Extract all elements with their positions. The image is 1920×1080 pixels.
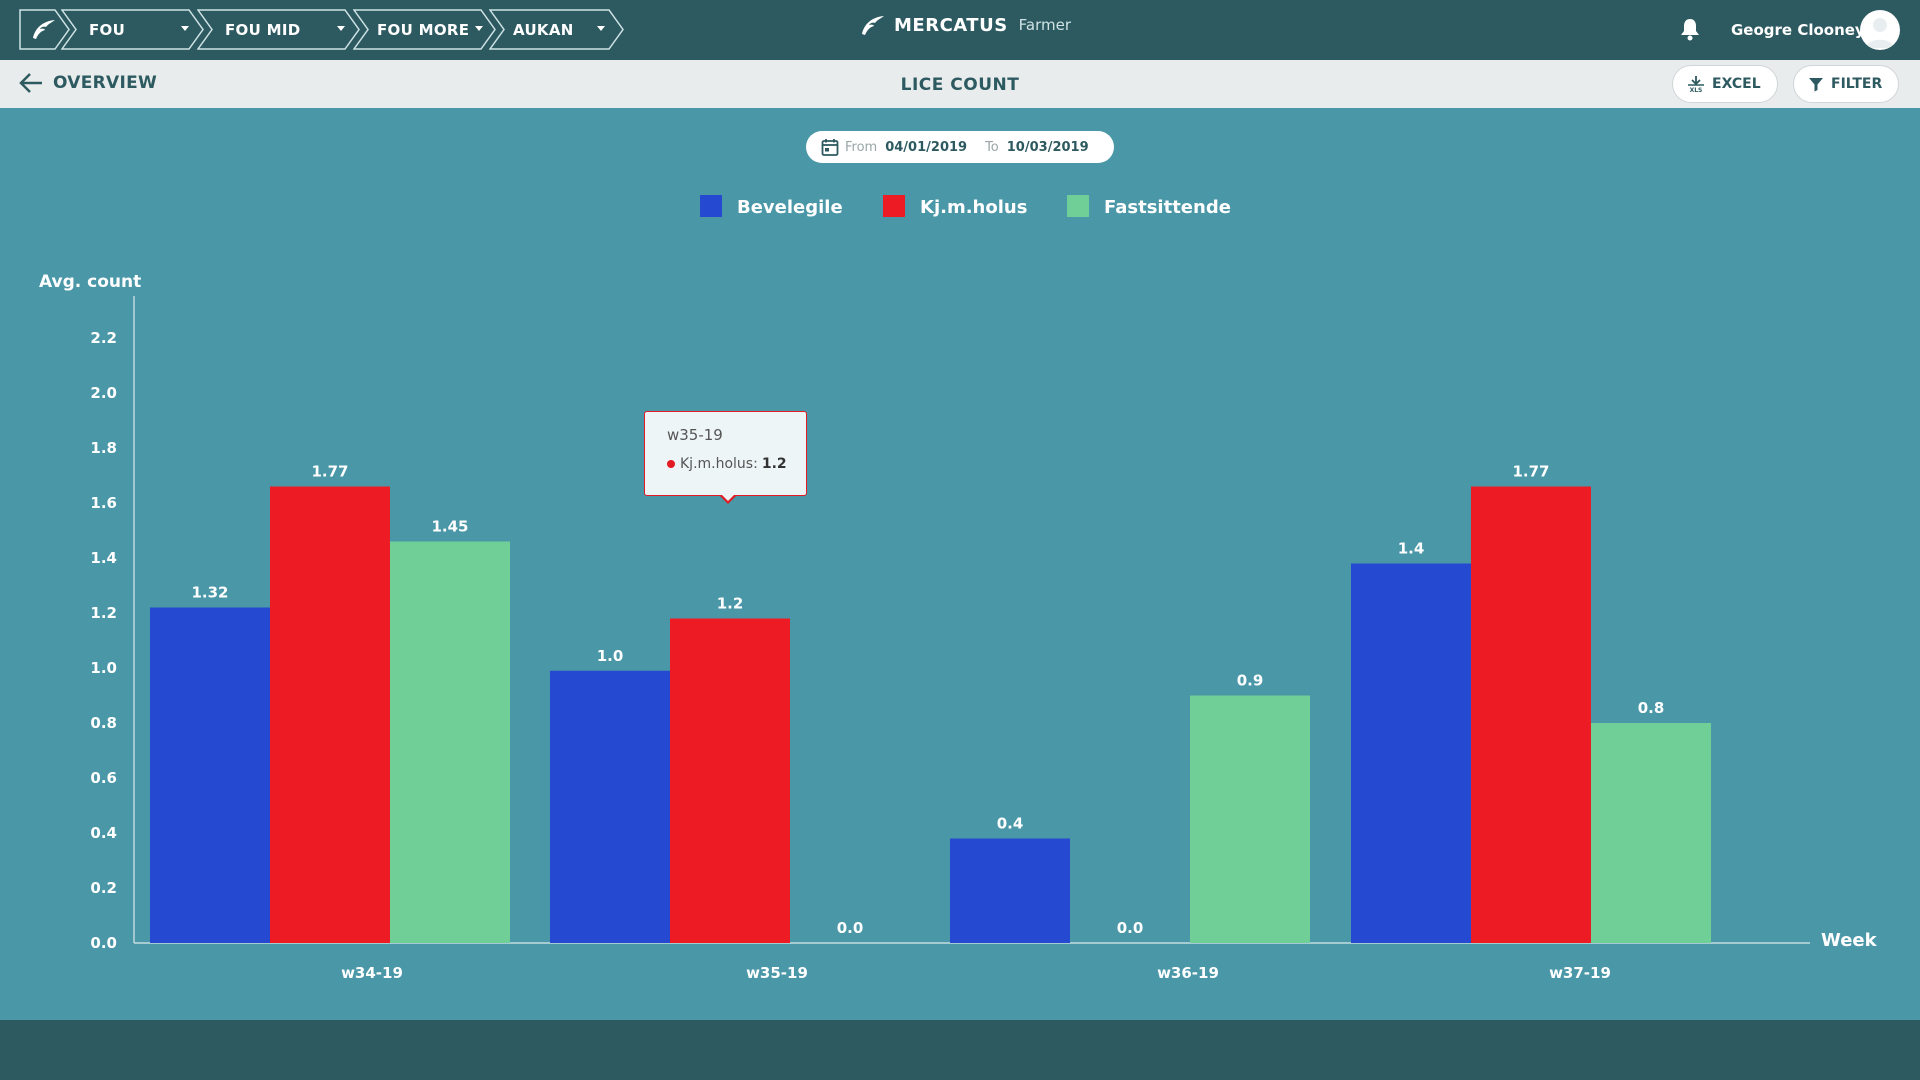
data-label: 0.8 [1638, 699, 1665, 717]
breadcrumb: FOU FOU MID FOU MORE AUKAN [19, 9, 624, 50]
y-tick-label: 0.6 [90, 769, 117, 787]
brand: MERCATUS Farmer [860, 14, 1071, 36]
bar-kj-m-holus-w37-19 [1471, 486, 1591, 943]
calendar-icon [821, 139, 839, 156]
data-label: 1.77 [1512, 463, 1549, 481]
breadcrumb-item-fou[interactable]: FOU [61, 9, 204, 50]
x-tick-label: w37-19 [1549, 964, 1611, 982]
home-logo-button[interactable] [19, 9, 70, 50]
breadcrumb-label: AUKAN [513, 20, 574, 39]
data-label: 1.45 [431, 518, 468, 536]
data-label: 1.4 [1398, 540, 1425, 558]
to-date: 10/03/2019 [1006, 139, 1089, 155]
bar-fastsittende-w34-19 [390, 541, 510, 943]
tooltip-value: 1.2 [761, 456, 787, 472]
bar-fastsittende-w37-19 [1591, 723, 1711, 943]
date-range-picker[interactable]: From 04/01/2019 To 10/03/2019 [806, 131, 1114, 163]
data-label: 0.4 [997, 815, 1024, 833]
y-axis-title: Avg. count [39, 272, 141, 292]
y-tick-label: 1.2 [90, 604, 117, 622]
tooltip-title: w35-19 [667, 426, 723, 444]
bar-kj-m-holus-w34-19 [270, 486, 390, 943]
x-tick-label: w34-19 [341, 964, 403, 982]
tooltip-series: Kj.m.holus: [680, 456, 758, 472]
legend-label: Bevelegile [737, 197, 843, 218]
y-tick-label: 1.0 [90, 659, 117, 677]
legend-swatch [700, 195, 722, 217]
data-label: 0.0 [837, 919, 864, 937]
data-label: 0.0 [1117, 919, 1144, 937]
y-tick-label: 1.8 [90, 439, 117, 457]
y-tick-label: 0.0 [90, 934, 117, 952]
chevron-down-icon [597, 26, 605, 31]
legend-label: Kj.m.holus [920, 197, 1027, 218]
lice-count-bar-chart: 0.0 0.2 0.4 0.6 0.8 1.0 1.2 1.4 1.6 1.8 2.0 2.2 Avg.… [39, 195, 1878, 982]
back-label: OVERVIEW [53, 73, 158, 93]
y-tick-label: 2.0 [90, 384, 117, 402]
y-tick-label: 0.2 [90, 879, 117, 897]
bar-kj-m-holus-w35-19 [670, 618, 790, 943]
excel-label: EXCEL [1712, 76, 1761, 92]
y-tick-label: 0.8 [90, 714, 117, 732]
legend-swatch [883, 195, 905, 217]
brand-name: MERCATUS [894, 14, 1008, 36]
back-button[interactable]: OVERVIEW [18, 71, 157, 95]
tooltip-pointer-inner [721, 494, 735, 501]
bar-bevelegile-w36-19 [950, 838, 1070, 943]
filter-button[interactable]: FILTER [1793, 65, 1899, 103]
data-label: 1.32 [191, 584, 228, 602]
avatar[interactable] [1860, 10, 1900, 50]
arrow-left-icon [19, 73, 42, 93]
tooltip-row: Kj.m.holus: 1.2 [667, 456, 787, 472]
bar-fastsittende-w36-19 [1190, 695, 1310, 943]
bottom-bar [0, 1020, 1920, 1080]
fish-logo-icon [33, 20, 55, 39]
bar-bevelegile-w35-19 [550, 670, 670, 943]
data-label: 1.2 [717, 595, 744, 613]
user-name[interactable]: Geogre Clooney [1731, 21, 1865, 39]
data-label: 0.9 [1237, 672, 1264, 690]
from-label: From [845, 139, 878, 155]
x-tick-label: w35-19 [746, 964, 808, 982]
chevron-down-icon [475, 26, 483, 31]
chevron-down-icon [181, 26, 189, 31]
y-tick-label: 2.2 [90, 329, 117, 347]
breadcrumb-item-fou-more[interactable]: FOU MORE [353, 9, 496, 50]
data-label: 1.77 [311, 463, 348, 481]
notification-bell-icon[interactable] [1679, 17, 1701, 45]
breadcrumb-label: FOU MID [225, 20, 301, 39]
breadcrumb-item-aukan[interactable]: AUKAN [489, 9, 624, 50]
svg-text:XLS: XLS [1690, 87, 1703, 93]
y-tick-label: 1.6 [90, 494, 117, 512]
x-tick-label: w36-19 [1157, 964, 1219, 982]
bar-bevelegile-w37-19 [1351, 563, 1471, 943]
breadcrumb-label: FOU [89, 20, 126, 39]
excel-button[interactable]: XLS EXCEL [1672, 65, 1778, 103]
from-date: 04/01/2019 [885, 139, 968, 155]
filter-label: FILTER [1831, 76, 1883, 92]
breadcrumb-label: FOU MORE [377, 20, 470, 39]
filter-icon [1809, 78, 1823, 92]
bar-bevelegile-w34-19 [150, 607, 270, 943]
data-label: 1.0 [597, 647, 624, 665]
user-icon [1866, 18, 1894, 48]
y-tick-label: 1.4 [90, 549, 117, 567]
chevron-down-icon [337, 26, 345, 31]
excel-download-icon: XLS [1688, 76, 1704, 93]
to-label: To [985, 139, 999, 155]
chart-tooltip: w35-19 Kj.m.holus: 1.2 [644, 411, 807, 504]
series-dot [667, 460, 675, 468]
legend-label: Fastsittende [1104, 197, 1231, 218]
y-tick-label: 0.4 [90, 824, 117, 842]
brand-role: Farmer [1018, 16, 1072, 34]
x-axis-title: Week [1821, 930, 1878, 951]
top-bar: FOU FOU MID FOU MORE AUKAN MERCATUS Farm… [0, 0, 1920, 60]
legend-swatch [1067, 195, 1089, 217]
breadcrumb-item-fou-mid[interactable]: FOU MID [197, 9, 360, 50]
fish-logo-icon [862, 16, 884, 35]
